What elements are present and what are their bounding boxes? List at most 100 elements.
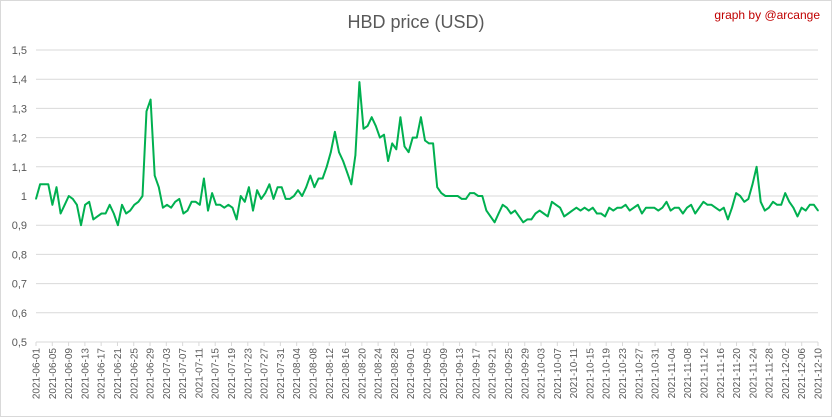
data-point: [493, 221, 496, 224]
x-tick-label: 2021-11-12: [699, 348, 710, 399]
data-point: [158, 186, 160, 188]
data-point: [68, 195, 70, 197]
data-point: [755, 166, 758, 168]
data-point: [735, 192, 737, 194]
x-tick-label: 2021-06-05: [48, 348, 59, 400]
data-point: [199, 204, 201, 206]
x-tick-label: 2021-08-16: [341, 348, 352, 400]
hbd-price-line: [35, 81, 819, 227]
data-point: [723, 206, 725, 209]
data-point: [653, 206, 655, 209]
x-tick-label: 2021-09-13: [455, 348, 466, 400]
data-point: [440, 192, 443, 194]
data-point: [186, 209, 189, 212]
data-point: [583, 206, 586, 209]
x-tick-label: 2021-06-25: [129, 348, 140, 400]
data-point: [506, 206, 508, 209]
data-point: [526, 218, 529, 221]
data-point: [776, 204, 778, 206]
y-tick-label: 1,3: [12, 103, 27, 115]
data-point: [72, 198, 74, 200]
data-point: [813, 204, 815, 206]
data-point: [399, 116, 402, 118]
data-point: [166, 204, 168, 206]
data-point: [149, 98, 152, 101]
data-point: [108, 204, 111, 206]
data-point: [432, 142, 434, 145]
data-point: [137, 201, 140, 203]
data-point: [317, 177, 320, 180]
data-point: [673, 206, 676, 209]
data-point: [227, 204, 230, 206]
data-point: [235, 218, 238, 221]
data-point: [628, 209, 631, 212]
data-point: [174, 201, 176, 203]
x-tick-label: 2021-07-15: [211, 348, 222, 400]
data-point: [248, 186, 250, 188]
data-point: [817, 209, 819, 212]
data-point: [223, 206, 226, 209]
data-point: [600, 212, 602, 215]
x-axis-tick-labels: 2021-06-01 2021-06-05 2021-06-09 2021-06-13…: [32, 342, 825, 399]
data-point: [567, 212, 570, 215]
data-point: [330, 151, 332, 153]
data-point: [391, 142, 394, 145]
x-tick-label: 2021-11-20: [732, 348, 743, 399]
x-tick-label: 2021-07-03: [162, 348, 173, 400]
data-point: [260, 198, 263, 200]
y-tick-label: 1,5: [12, 45, 27, 57]
data-point: [178, 198, 181, 200]
data-point: [362, 128, 365, 130]
data-point: [84, 204, 86, 206]
data-point: [424, 139, 426, 142]
data-point: [604, 215, 606, 218]
data-point: [125, 212, 127, 215]
x-tick-label: 2021-12-02: [781, 348, 792, 400]
data-point: [190, 201, 193, 203]
data-point: [772, 201, 774, 203]
data-point: [448, 195, 451, 197]
data-point: [366, 125, 369, 127]
data-point: [592, 206, 594, 209]
x-tick-label: 2021-10-31: [651, 348, 662, 400]
x-tick-label: 2021-08-20: [357, 348, 368, 400]
data-point: [145, 110, 148, 113]
data-point: [403, 145, 406, 148]
data-point: [501, 204, 504, 206]
data-point: [153, 174, 156, 177]
data-point: [55, 186, 58, 188]
data-point: [354, 154, 357, 156]
data-point: [379, 136, 381, 139]
data-point: [297, 189, 299, 191]
data-point: [211, 192, 213, 194]
data-point: [678, 206, 680, 209]
x-tick-label: 2021-10-19: [602, 348, 613, 400]
x-tick-label: 2021-06-09: [64, 348, 75, 400]
data-point: [239, 195, 242, 197]
x-tick-label: 2021-07-11: [194, 348, 205, 399]
x-tick-label: 2021-08-28: [390, 348, 401, 400]
data-point: [768, 206, 770, 209]
x-tick-label: 2021-07-23: [243, 348, 254, 400]
data-point: [194, 201, 197, 203]
x-tick-label: 2021-06-21: [113, 348, 124, 400]
x-tick-label: 2021-08-24: [374, 348, 385, 400]
data-point: [428, 142, 430, 145]
data-point: [551, 201, 553, 203]
data-point: [739, 195, 741, 197]
data-point: [665, 201, 668, 203]
data-point: [485, 209, 488, 212]
x-tick-label: 2021-11-24: [748, 348, 759, 399]
y-tick-label: 0,8: [12, 249, 27, 261]
data-point: [510, 212, 512, 215]
data-point: [649, 206, 651, 209]
data-point: [596, 212, 598, 215]
data-point: [76, 204, 78, 206]
data-point: [690, 204, 692, 206]
data-point: [182, 212, 185, 215]
y-tick-label: 0,5: [12, 337, 27, 349]
data-point: [682, 212, 684, 215]
data-point: [469, 192, 471, 194]
series-group: [35, 81, 819, 227]
x-tick-label: 2021-11-08: [683, 348, 694, 399]
